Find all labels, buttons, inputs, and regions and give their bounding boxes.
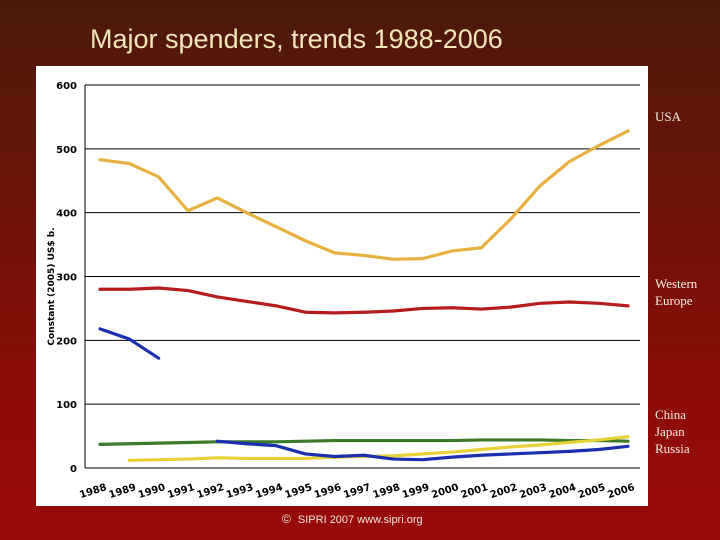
x-tick-label: 1990 [137, 482, 167, 501]
x-tick-label: 2000 [430, 482, 460, 501]
x-tick-label: 1992 [196, 482, 226, 501]
series-line-usa [98, 129, 630, 261]
region-label-line: Russia [655, 441, 690, 456]
chart-panel: 0 100 200 300 400 500 600 Constant (2005) US$ b… [36, 66, 648, 506]
series-line-japan [98, 438, 630, 446]
x-tick-label: 1996 [313, 482, 343, 501]
y-axis-title: Constant (2005) US$ b. [47, 227, 57, 345]
x-tick-label: 2005 [577, 482, 607, 501]
y-tick-label: 0 [70, 464, 77, 475]
region-label-line: China [655, 407, 687, 422]
x-tick-label: 1989 [108, 482, 138, 501]
x-tick-label: 2001 [460, 482, 490, 501]
slide-title: Major spenders, trends 1988-2006 [90, 24, 503, 54]
x-tick-label: 2002 [489, 482, 519, 501]
region-label-western-europe: Western Europe [655, 275, 697, 309]
line-chart: 0 100 200 300 400 500 600 Constant (2005) US$ b… [47, 81, 640, 501]
region-label-line: Western [655, 276, 698, 291]
y-tick-label: 400 [56, 209, 77, 220]
x-tick-label: 1995 [284, 482, 314, 501]
x-tick-label: 1993 [225, 482, 255, 501]
copyright-symbol: © [282, 512, 291, 526]
x-tick-label: 1997 [342, 482, 372, 501]
region-label-line: Europe [655, 293, 693, 308]
x-tick-label: 2006 [606, 482, 636, 501]
x-tick-label: 2003 [518, 482, 548, 501]
series-line-russia [98, 327, 161, 360]
footer-text: SIPRI 2007 www.sipri.org [297, 514, 423, 526]
y-tick-label: 600 [56, 81, 77, 92]
y-tick-label: 300 [56, 273, 77, 284]
series-line-russia [215, 439, 630, 462]
x-tick-label: 1998 [372, 482, 402, 501]
x-tick-label: 2004 [548, 482, 578, 501]
y-tick-label: 100 [56, 400, 77, 411]
y-tick-label: 500 [56, 145, 77, 156]
y-tick-label: 200 [56, 336, 77, 347]
region-label-line: Japan [655, 424, 685, 439]
region-label-china-japan-russia: China Japan Russia [655, 406, 690, 457]
region-label-line: USA [655, 109, 682, 124]
series-line-western-europe [98, 286, 630, 315]
x-tick-label: 1991 [166, 482, 196, 501]
x-tick-label: 1999 [401, 482, 431, 501]
region-label-usa: USA [655, 108, 681, 125]
x-tick-label: 1988 [78, 482, 108, 501]
footer: © SIPRI 2007 www.sipri.org [282, 512, 423, 526]
x-tick-label: 1994 [254, 482, 284, 501]
